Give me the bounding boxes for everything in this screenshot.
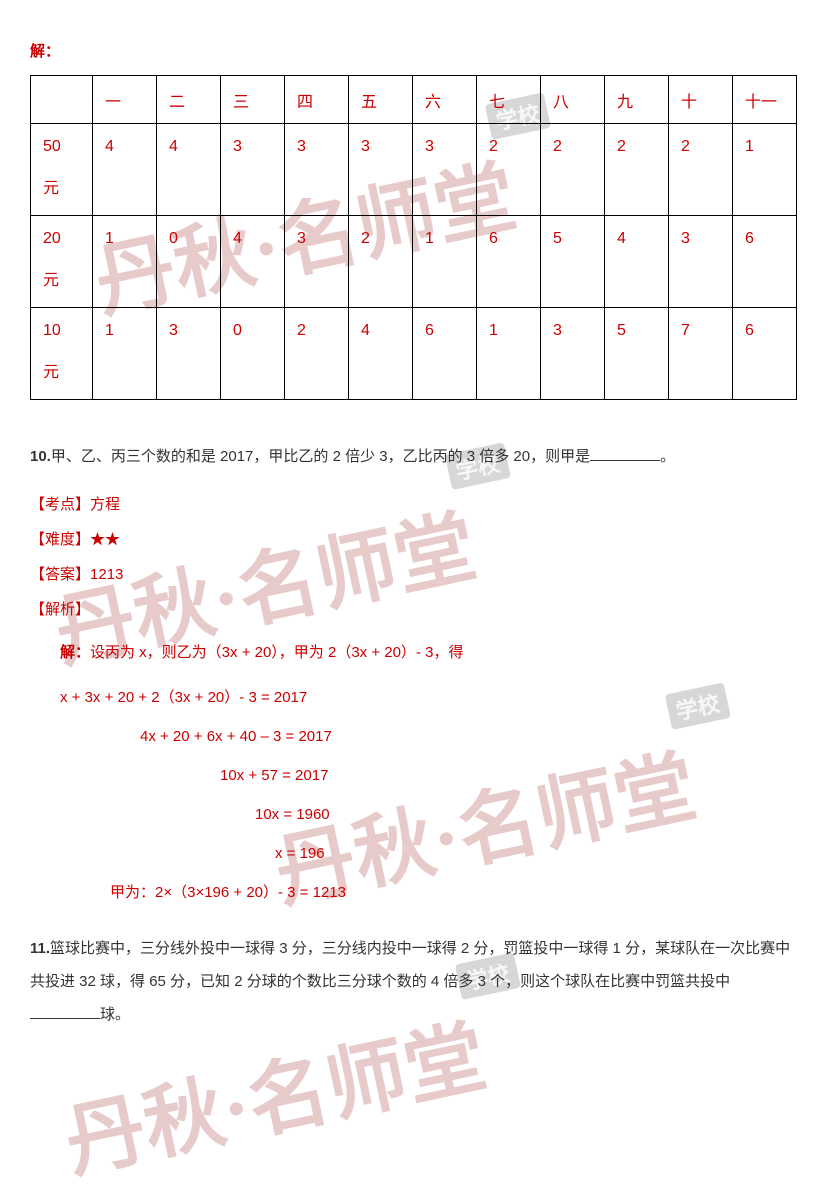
table-cell: 七 xyxy=(477,76,505,112)
table-cell: 二 xyxy=(157,76,185,112)
table-cell: 1 xyxy=(733,124,754,156)
jiexi: 【解析】 xyxy=(30,598,797,619)
row-label: 20元 xyxy=(31,216,61,290)
answer-table: 一 二 三 四 五 六 七 八 九 十 十一 50元 4 4 3 3 3 3 2… xyxy=(30,75,797,400)
question-text: 甲、乙、丙三个数的和是 2017，甲比乙的 2 倍少 3，乙比丙的 3 倍多 2… xyxy=(51,448,590,465)
table-cell: 4 xyxy=(349,308,370,340)
table-header-row: 一 二 三 四 五 六 七 八 九 十 十一 xyxy=(31,76,797,124)
question-10: 10.甲、乙、丙三个数的和是 2017，甲比乙的 2 倍少 3，乙比丙的 3 倍… xyxy=(30,440,797,473)
table-cell xyxy=(31,77,43,89)
table-cell: 八 xyxy=(541,76,569,112)
table-cell: 三 xyxy=(221,76,249,112)
table-cell: 六 xyxy=(413,76,441,112)
table-cell: 6 xyxy=(477,216,498,248)
question-11: 11.篮球比赛中，三分线外投中一球得 3 分，三分线内投中一球得 2 分，罚篮投… xyxy=(30,932,797,1031)
question-number: 11. xyxy=(30,940,50,957)
table-cell: 5 xyxy=(605,308,626,340)
row-label: 10元 xyxy=(31,308,61,382)
kaodian: 【考点】方程 xyxy=(30,493,797,514)
table-row: 10元 1 3 0 2 4 6 1 3 5 7 6 xyxy=(31,308,797,400)
table-cell: 7 xyxy=(669,308,690,340)
table-cell: 3 xyxy=(349,124,370,156)
table-cell: 2 xyxy=(541,124,562,156)
table-cell: 四 xyxy=(285,76,313,112)
question-text: 球。 xyxy=(100,1006,130,1023)
table-cell: 1 xyxy=(93,216,114,248)
equation: 4x + 20 + 6x + 40 – 3 = 2017 xyxy=(140,717,797,756)
equation: 10x + 57 = 2017 xyxy=(220,756,797,795)
table-cell: 6 xyxy=(733,308,754,340)
table-cell: 5 xyxy=(541,216,562,248)
table-cell: 2 xyxy=(349,216,370,248)
table-cell: 3 xyxy=(541,308,562,340)
table-cell: 4 xyxy=(93,124,114,156)
table-cell: 4 xyxy=(605,216,626,248)
table-cell: 十 xyxy=(669,76,697,112)
row-label: 50元 xyxy=(31,124,61,198)
blank xyxy=(590,445,660,461)
table-cell: 2 xyxy=(285,308,306,340)
equation: x = 196 xyxy=(275,834,797,873)
table-cell: 2 xyxy=(605,124,626,156)
equation: x + 3x + 20 + 2（3x + 20）- 3 = 2017 xyxy=(60,678,797,717)
table-cell: 6 xyxy=(733,216,754,248)
table-cell: 3 xyxy=(669,216,690,248)
table-cell: 3 xyxy=(285,216,306,248)
table-cell: 五 xyxy=(349,76,377,112)
table-cell: 2 xyxy=(669,124,690,156)
table-cell: 3 xyxy=(285,124,306,156)
table-cell: 九 xyxy=(605,76,633,112)
table-cell: 4 xyxy=(157,124,178,156)
table-cell: 6 xyxy=(413,308,434,340)
table-row: 50元 4 4 3 3 3 3 2 2 2 2 1 xyxy=(31,124,797,216)
solution-label: 解： xyxy=(30,40,797,61)
table-cell: 1 xyxy=(413,216,434,248)
equation: 10x = 1960 xyxy=(255,795,797,834)
equation: 甲为：2×（3×196 + 20）- 3 = 1213 xyxy=(110,873,797,912)
table-cell: 0 xyxy=(157,216,178,248)
table-cell: 2 xyxy=(477,124,498,156)
nandu: 【难度】★★ xyxy=(30,528,797,549)
table-cell: 4 xyxy=(221,216,242,248)
table-cell: 一 xyxy=(93,76,121,112)
question-number: 10. xyxy=(30,448,51,465)
table-cell: 1 xyxy=(477,308,498,340)
question-text: 。 xyxy=(660,448,675,465)
daan: 【答案】1213 xyxy=(30,563,797,584)
question-text: 篮球比赛中，三分线外投中一球得 3 分，三分线内投中一球得 2 分，罚篮投中一球… xyxy=(30,940,790,990)
table-cell: 3 xyxy=(221,124,242,156)
table-cell: 1 xyxy=(93,308,114,340)
table-cell: 0 xyxy=(221,308,242,340)
table-cell: 3 xyxy=(157,308,178,340)
blank xyxy=(30,1003,100,1019)
table-cell: 3 xyxy=(413,124,434,156)
table-row: 20元 1 0 4 3 2 1 6 5 4 3 6 xyxy=(31,216,797,308)
table-cell: 十一 xyxy=(733,76,777,112)
solution-line: 解：设丙为 x，则乙为（3x + 20），甲为 2（3x + 20）- 3，得 xyxy=(60,633,797,672)
